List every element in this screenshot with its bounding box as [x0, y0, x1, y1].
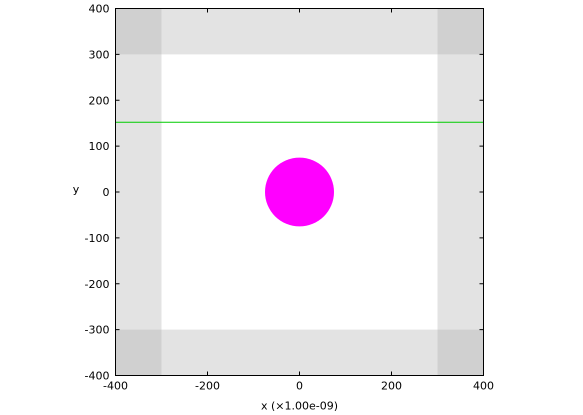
y-tick-label: -100 [85, 232, 110, 245]
pml-corner-bottom-left [115, 329, 162, 376]
x-tick-label: 400 [473, 380, 494, 393]
y-tick-label: 400 [89, 3, 110, 16]
circle-shape [265, 157, 334, 227]
x-tick-label: 200 [381, 380, 402, 393]
y-tick-label: -300 [85, 324, 110, 337]
ticks: -400 -200 0 200 400 -400 -300 -200 -100 0 100 200 30… [85, 3, 494, 393]
pml-corner-top-left [115, 8, 162, 55]
pml-left [115, 8, 162, 376]
pml-corner-bottom-right [437, 329, 484, 376]
y-tick-label: -400 [85, 370, 110, 383]
x-tick-label: -200 [195, 380, 220, 393]
pml-corner-top-right [437, 8, 484, 55]
y-tick-label: 200 [89, 94, 110, 107]
x-tick-label: 0 [296, 380, 303, 393]
pml-top [161, 8, 438, 55]
x-tick-label: -400 [103, 380, 128, 393]
pml-bottom [161, 329, 438, 376]
y-tick-label: -200 [85, 278, 110, 291]
pml-right [437, 8, 484, 376]
y-tick-label: 0 [103, 186, 110, 199]
y-tick-label: 100 [89, 140, 110, 153]
y-tick-label: 300 [89, 48, 110, 61]
x-axis-label: x (×1.00e-09) [261, 400, 338, 413]
shapes [265, 157, 334, 227]
y-axis-label: y [73, 183, 80, 196]
pml-regions [115, 8, 484, 376]
